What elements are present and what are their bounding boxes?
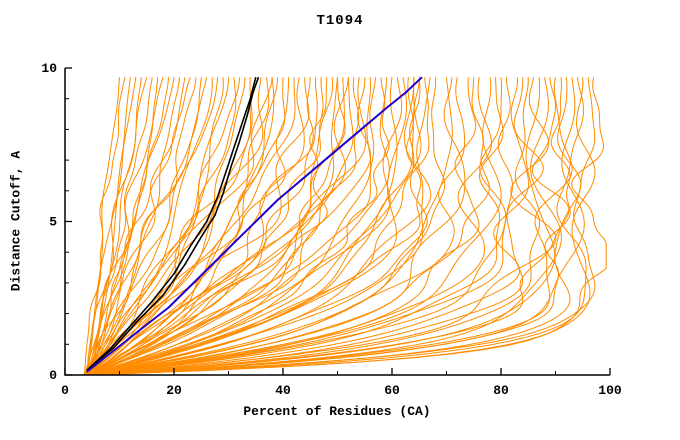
ensemble-curve (86, 77, 334, 375)
ensemble-curve (88, 77, 428, 375)
ensemble-curve (88, 77, 414, 375)
ensemble-curve (87, 77, 422, 375)
ensemble-curve (86, 77, 430, 375)
ensemble-curve (91, 77, 186, 375)
curves-layer (83, 76, 607, 375)
ensemble-curve (85, 77, 197, 375)
ensemble-curve (86, 77, 314, 375)
ensemble-curve (85, 77, 492, 375)
ensemble-curve (86, 77, 431, 375)
ensemble-curve (87, 77, 191, 375)
ensemble-curve (86, 77, 349, 375)
ensemble-curve (88, 77, 328, 375)
x-tick-label: 100 (598, 383, 622, 398)
ensemble-curve (86, 77, 279, 375)
ensemble-curve (87, 77, 490, 375)
ensemble-curve (88, 77, 557, 375)
ensemble-curve (86, 77, 596, 375)
ensemble-curve (87, 77, 607, 375)
ensemble-curve (86, 77, 208, 375)
y-tick-label: 10 (41, 61, 57, 76)
ensemble-curve (91, 77, 229, 375)
ensemble-curve (86, 77, 131, 375)
ensemble-curve (87, 77, 541, 375)
ensemble-curve (85, 77, 246, 375)
ensemble-curve (87, 77, 587, 375)
x-tick-label: 0 (61, 383, 69, 398)
ensemble-curve (86, 77, 290, 375)
ensemble-curve (86, 77, 372, 375)
ensemble-curve (89, 77, 213, 375)
ensemble-curve (87, 77, 407, 375)
ensemble-curve (88, 77, 466, 375)
ensemble-curve (86, 77, 504, 375)
ensemble-curve (86, 77, 324, 375)
ensemble-curve (86, 77, 422, 375)
ensemble-curve (89, 77, 296, 375)
ensemble-curve (89, 77, 573, 375)
ensemble-curve (87, 77, 466, 375)
ensemble-curve (86, 77, 544, 375)
ensemble-curve (86, 77, 453, 375)
ensemble-curve (84, 77, 175, 375)
ensemble-curve (84, 77, 219, 375)
ensemble-curve (85, 77, 148, 375)
ensemble-curve (89, 77, 257, 375)
ensemble-curve (86, 77, 585, 375)
ensemble-curve (88, 77, 530, 375)
ensemble-curve (87, 77, 310, 375)
highlight-curve-black-1 (86, 77, 257, 371)
ensemble-curve (88, 77, 240, 375)
x-tick-label: 20 (166, 383, 182, 398)
ensemble-curve (86, 77, 556, 375)
ensemble-curve (88, 77, 338, 375)
ensemble-curve (86, 77, 264, 375)
ensemble-curve (86, 77, 377, 375)
ensemble-curve (85, 77, 403, 375)
ensemble-curve (87, 77, 582, 375)
ensemble-curve (86, 77, 390, 375)
x-tick-label: 80 (493, 383, 509, 398)
ensemble-curve (88, 77, 596, 375)
highlight-curve-blue (86, 76, 423, 373)
ensemble-curve (89, 77, 502, 375)
ensemble-curve (88, 77, 372, 375)
ensemble-curve (87, 77, 390, 375)
ensemble-curve (86, 77, 571, 375)
ensemble-curve (87, 77, 345, 375)
x-tick-label: 40 (275, 383, 291, 398)
ensemble-curve (87, 77, 562, 375)
ensemble-curve (86, 77, 514, 375)
chart-title: T1094 (316, 13, 364, 29)
ensemble-curve (83, 77, 126, 375)
ensemble-curve (85, 77, 305, 375)
x-axis-label: Percent of Residues (CA) (243, 404, 431, 419)
highlight-curve-black-2 (86, 76, 260, 372)
x-tick-label: 60 (384, 383, 400, 398)
ensemble-curve (87, 77, 153, 375)
y-tick-label: 0 (49, 368, 57, 383)
y-tick-label: 5 (49, 215, 57, 230)
ensemble-curve (87, 77, 286, 375)
ensemble-curve (89, 77, 354, 375)
